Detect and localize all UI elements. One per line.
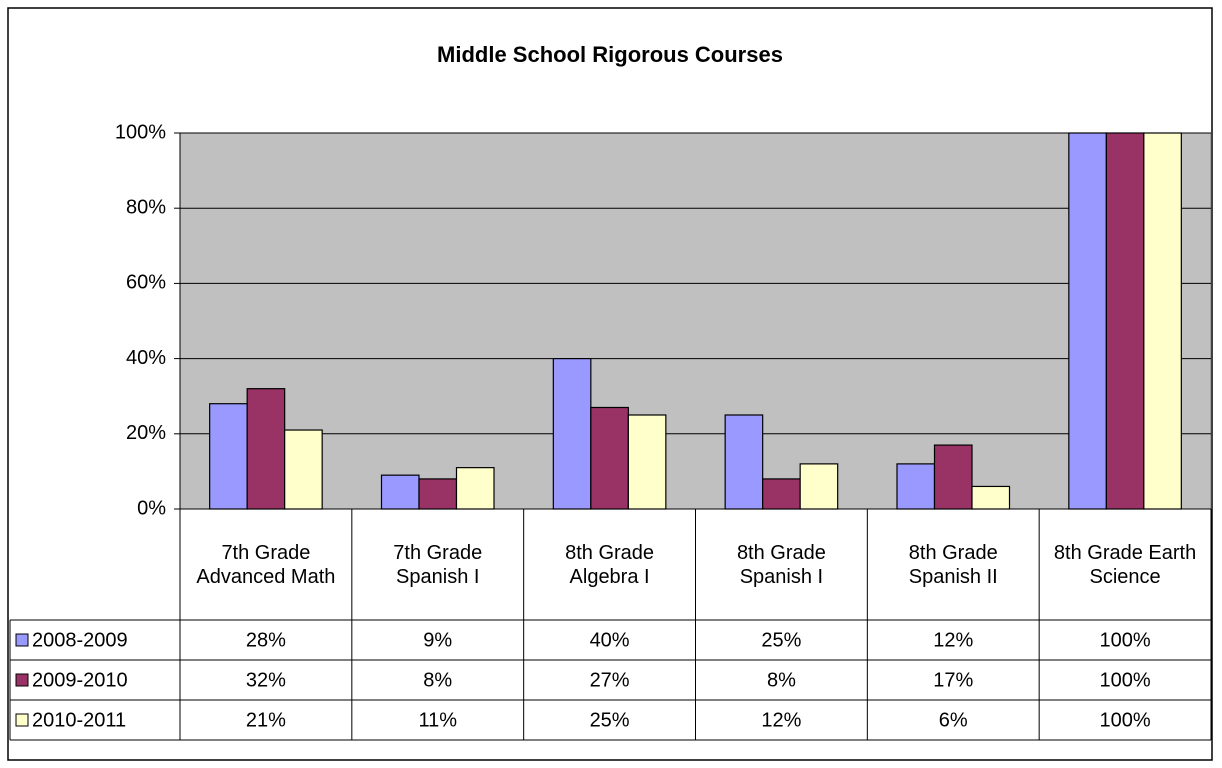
y-tick-label: 80%: [126, 196, 166, 218]
x-tick-label: 8th Grade Spanish II: [908, 541, 998, 588]
x-tick-label: 7th Grade Advanced Math: [196, 541, 336, 588]
table-cell: 21%: [246, 709, 286, 731]
bar: [455, 467, 495, 510]
x-tick-label: 8th Grade Algebra I: [565, 541, 655, 588]
bar: [896, 463, 936, 510]
y-tick-label: 100%: [115, 121, 166, 143]
bar: [933, 444, 973, 510]
table-cell: 8%: [423, 669, 452, 691]
table-cell: 17%: [933, 669, 973, 691]
y-tick-label: 60%: [126, 272, 166, 294]
table-cell: 12%: [761, 709, 801, 731]
legend-label: 2008-2009: [32, 629, 128, 651]
table-cell: 100%: [1100, 709, 1151, 731]
table-cell: 40%: [590, 629, 630, 651]
table-cell: 27%: [590, 669, 630, 691]
plot-area: [179, 132, 1212, 510]
x-tick-label: 7th Grade Spanish I: [393, 541, 483, 588]
bar: [552, 358, 592, 510]
y-tick-label: 40%: [126, 347, 166, 369]
bar: [590, 406, 629, 510]
bar: [1105, 132, 1145, 510]
chart-title: Middle School Rigorous Courses: [437, 42, 783, 67]
bar: [246, 388, 286, 510]
bar: [284, 429, 323, 510]
x-tick-label: 8th Grade Earth Science: [1053, 541, 1197, 588]
bar: [799, 463, 839, 510]
bar: [724, 414, 764, 510]
bar: [380, 474, 420, 510]
table-cell: 8%: [767, 669, 796, 691]
legend-swatch: [15, 713, 29, 727]
bar: [1143, 132, 1182, 510]
table-cell: 100%: [1100, 629, 1151, 651]
table-cell: 11%: [418, 709, 457, 731]
y-tick-label: 20%: [126, 422, 166, 444]
legend-swatch: [15, 633, 29, 647]
bar: [209, 403, 248, 510]
table-cell: 25%: [761, 629, 801, 651]
table-cell: 32%: [246, 669, 286, 691]
bar: [627, 414, 667, 510]
legend-label: 2009-2010: [32, 669, 128, 691]
y-tick-label: 0%: [137, 497, 166, 519]
table-cell: 9%: [423, 629, 452, 651]
legend-swatch: [15, 673, 29, 687]
table-cell: 12%: [933, 629, 973, 651]
table-cell: 25%: [590, 709, 630, 731]
bar: [971, 485, 1011, 510]
table-cell: 100%: [1100, 669, 1151, 691]
x-tick-label: 8th Grade Spanish I: [736, 541, 826, 588]
table-cell: 28%: [246, 629, 286, 651]
bar: [762, 478, 801, 510]
bar: [1068, 132, 1107, 510]
legend-label: 2010-2011: [32, 709, 126, 731]
bar: [418, 478, 458, 510]
table-cell: 6%: [939, 709, 968, 731]
